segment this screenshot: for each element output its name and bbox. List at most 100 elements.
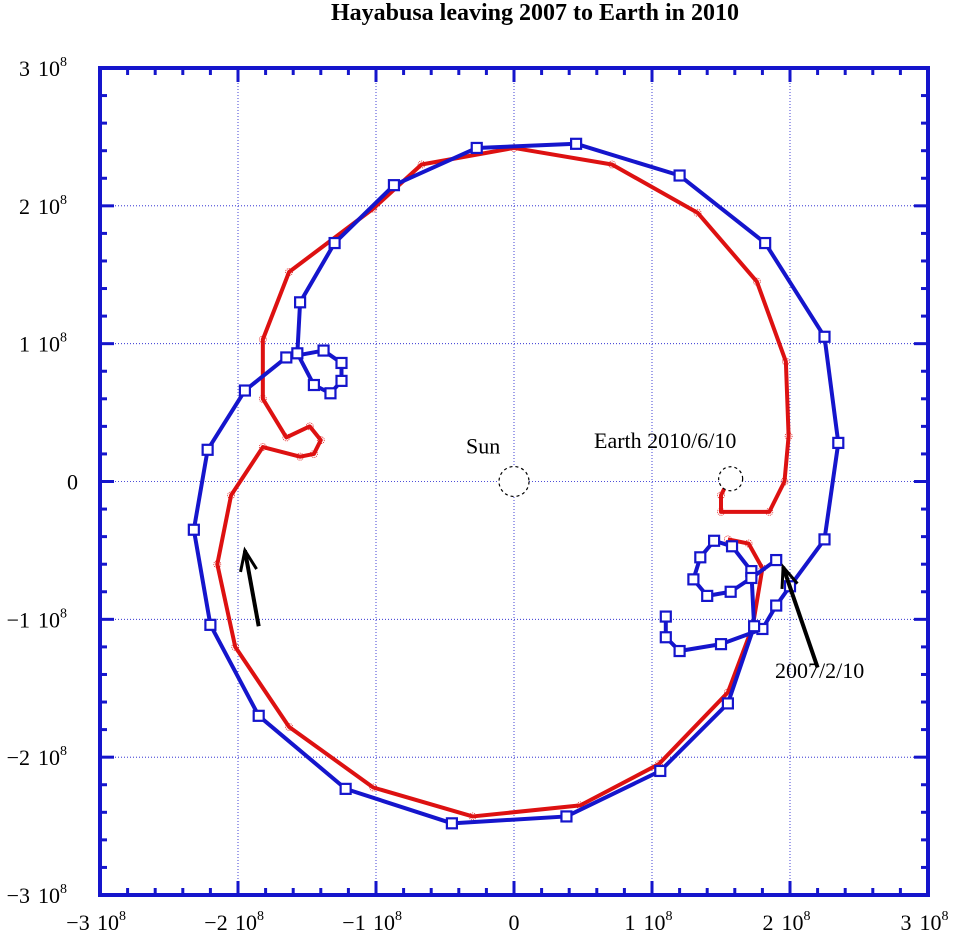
data-point-square xyxy=(187,523,200,536)
y-tick-label: −2 10 8 xyxy=(7,744,67,770)
tick-label-base: 10 xyxy=(38,607,60,632)
sun-marker xyxy=(498,465,530,498)
tick-label-base: 10 xyxy=(38,194,60,219)
data-point-circle xyxy=(752,277,761,286)
tick-label-exponent: 8 xyxy=(666,909,673,924)
data-point-circle xyxy=(258,394,267,403)
data-point-circle xyxy=(309,450,318,458)
tick-label-base: 10 xyxy=(38,56,60,81)
data-point-square xyxy=(745,571,758,585)
data-point-circle xyxy=(417,160,426,169)
data-point-square xyxy=(307,378,320,392)
data-point-circle xyxy=(285,268,293,276)
tick-label-mantissa: 1 xyxy=(625,910,636,935)
data-point-square xyxy=(770,599,783,612)
arrow-shaft-1 xyxy=(781,566,820,669)
data-point-square xyxy=(317,344,330,357)
data-point-circle xyxy=(282,433,291,442)
ticks: −3 10 8 −2 10 8 −1 10 8 0 1 10 8 2 10 8 3 10 83 10 82 10 81 10 8… xyxy=(7,55,949,935)
data-point-circle xyxy=(576,801,585,810)
data-point-square xyxy=(470,141,483,155)
data-point-circle xyxy=(784,432,793,440)
tick-label-exponent: 8 xyxy=(60,331,67,346)
tick-label-mantissa: 3 xyxy=(901,910,912,935)
tick-label-exponent: 8 xyxy=(60,55,67,70)
data-point-square xyxy=(759,236,772,250)
tick-label-mantissa: 3 xyxy=(19,56,30,81)
data-point-circle xyxy=(693,208,702,217)
tick-label-mantissa: −2 xyxy=(204,910,227,935)
tick-label-base: 10 xyxy=(38,332,60,357)
data-point-square xyxy=(238,384,251,397)
tick-label-mantissa: 0 xyxy=(509,910,520,935)
data-point-square xyxy=(818,533,831,546)
x-tick-label: −3 10 8 xyxy=(66,909,126,935)
x-tick-label: 3 10 8 xyxy=(901,909,949,935)
x-tick-label: 0 xyxy=(509,910,520,935)
x-tick-label: −2 10 8 xyxy=(204,909,264,935)
data-point-square xyxy=(291,347,304,360)
tick-label-exponent: 8 xyxy=(804,909,811,924)
y-tick-label: 2 10 8 xyxy=(19,193,67,219)
data-point-square xyxy=(725,540,739,553)
tick-label-mantissa: −2 xyxy=(7,745,30,770)
y-tick-label: 0 xyxy=(67,470,78,495)
data-point-circle xyxy=(369,783,378,792)
data-point-circle xyxy=(296,452,305,461)
tick-label-base: 10 xyxy=(235,910,257,935)
data-point-square xyxy=(694,551,707,564)
data-point-circle xyxy=(258,335,267,344)
data-point-circle xyxy=(316,436,325,445)
tick-label-base: 10 xyxy=(920,910,942,935)
data-point-circle xyxy=(258,443,267,451)
data-point-square xyxy=(659,631,672,644)
tick-label-exponent: 8 xyxy=(257,909,264,924)
tick-label-base: 10 xyxy=(38,745,60,770)
series-layer xyxy=(187,137,845,830)
arrow-head-2 xyxy=(239,546,258,573)
data-point-circle xyxy=(655,760,663,768)
tick-label-mantissa: −3 xyxy=(7,883,30,908)
data-point-square xyxy=(201,443,214,456)
tick-label-exponent: 8 xyxy=(395,909,402,924)
tick-label-mantissa: 2 xyxy=(763,910,774,935)
tick-label-mantissa: 1 xyxy=(19,332,30,357)
data-point-circle xyxy=(231,643,240,651)
tick-label-mantissa: −1 xyxy=(7,607,30,632)
tick-label-exponent: 8 xyxy=(942,909,949,924)
data-point-circle xyxy=(468,812,477,821)
data-point-square xyxy=(324,387,337,400)
data-point-square xyxy=(339,782,352,795)
data-point-square xyxy=(387,179,401,192)
tick-label-base: 10 xyxy=(373,910,395,935)
tick-label-base: 10 xyxy=(644,910,666,935)
data-point-square xyxy=(335,374,348,387)
tick-label-exponent: 8 xyxy=(60,882,67,897)
data-point-square xyxy=(673,169,686,182)
data-point-square xyxy=(560,810,573,823)
data-point-circle xyxy=(608,160,616,169)
data-point-square xyxy=(569,137,583,150)
earth-marker xyxy=(718,466,744,492)
tick-label-mantissa: −1 xyxy=(342,910,365,935)
x-tick-label: 1 10 8 xyxy=(625,909,673,935)
data-point-circle xyxy=(305,422,314,431)
data-point-square xyxy=(707,534,721,547)
series-line-1 xyxy=(215,145,791,819)
data-point-circle xyxy=(717,491,725,500)
data-point-square xyxy=(721,697,735,710)
data-point-square xyxy=(832,436,845,450)
tick-label-mantissa: 2 xyxy=(19,194,30,219)
data-point-circle xyxy=(285,722,293,731)
data-point-square xyxy=(252,709,265,722)
data-point-square xyxy=(445,817,458,830)
data-point-circle xyxy=(744,539,753,548)
data-point-square xyxy=(770,553,783,567)
tick-label-base: 10 xyxy=(782,910,804,935)
data-point-square xyxy=(335,356,348,370)
y-tick-label: −3 10 8 xyxy=(7,882,67,908)
data-point-square xyxy=(687,573,700,586)
data-point-square xyxy=(280,351,293,364)
arrow-head-1 xyxy=(780,563,799,590)
